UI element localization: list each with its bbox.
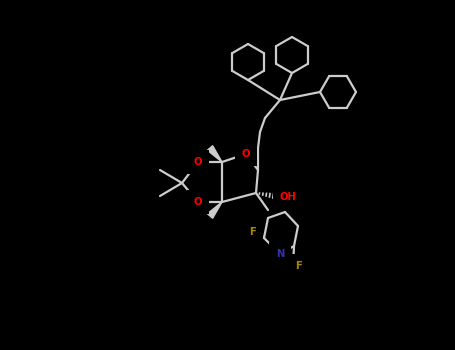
Polygon shape xyxy=(207,146,222,162)
Text: N: N xyxy=(276,249,284,259)
Text: F: F xyxy=(250,227,256,237)
Text: F: F xyxy=(295,261,301,271)
Text: OH: OH xyxy=(280,192,296,202)
Text: O: O xyxy=(194,157,202,167)
Text: O: O xyxy=(242,149,250,159)
Polygon shape xyxy=(207,202,222,218)
Text: O: O xyxy=(194,197,202,207)
